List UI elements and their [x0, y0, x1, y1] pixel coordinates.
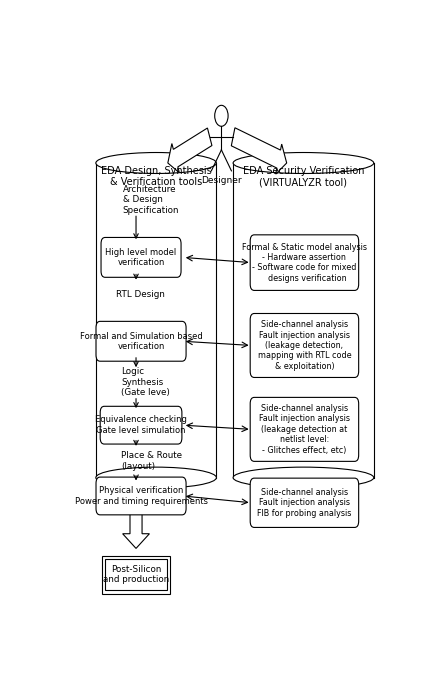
Text: Formal and Simulation based
verification: Formal and Simulation based verification	[79, 332, 203, 351]
Text: EDA Design, Synthesis
& Verification tools: EDA Design, Synthesis & Verification too…	[101, 165, 212, 187]
Ellipse shape	[96, 153, 216, 174]
FancyBboxPatch shape	[96, 477, 186, 515]
FancyBboxPatch shape	[250, 235, 359, 290]
Text: Side-channel analysis
Fault injection analysis
FIB for probing analysis: Side-channel analysis Fault injection an…	[257, 488, 352, 518]
Text: Architecture
& Design
Specification: Architecture & Design Specification	[123, 185, 179, 215]
FancyBboxPatch shape	[101, 238, 181, 277]
Text: Place & Route
(layout): Place & Route (layout)	[121, 451, 182, 471]
FancyBboxPatch shape	[96, 321, 186, 361]
Bar	[102, 556, 170, 594]
Bar	[96, 163, 216, 477]
Polygon shape	[231, 128, 287, 174]
FancyBboxPatch shape	[250, 398, 359, 461]
Text: Designer: Designer	[201, 176, 242, 185]
Ellipse shape	[233, 467, 374, 488]
Text: Post-Silicon
and production: Post-Silicon and production	[103, 565, 169, 584]
Text: High level model
verification: High level model verification	[105, 248, 177, 267]
Text: Equivalence checking
Gate level simulation: Equivalence checking Gate level simulati…	[95, 415, 187, 435]
FancyBboxPatch shape	[250, 313, 359, 377]
FancyBboxPatch shape	[100, 407, 182, 444]
Text: Formal & Static model analysis
- Hardware assertion
- Software code for mixed
  : Formal & Static model analysis - Hardwar…	[242, 242, 367, 283]
Bar	[233, 163, 374, 477]
Text: Logic
Synthesis
(Gate leve): Logic Synthesis (Gate leve)	[121, 367, 170, 397]
FancyBboxPatch shape	[250, 478, 359, 527]
Text: EDA Security Verification
(VIRTUALYZR tool): EDA Security Verification (VIRTUALYZR to…	[243, 165, 364, 187]
Ellipse shape	[96, 467, 216, 488]
Text: RTL Design: RTL Design	[116, 290, 165, 299]
Polygon shape	[123, 509, 149, 548]
Bar	[105, 559, 167, 590]
Text: Side-channel analysis
Fault injection analysis
(leakage detection,
mapping with : Side-channel analysis Fault injection an…	[257, 320, 351, 370]
Text: Side-channel analysis
Fault injection analysis
(leakage detection at
netlist lev: Side-channel analysis Fault injection an…	[259, 404, 350, 455]
Polygon shape	[168, 128, 212, 173]
Ellipse shape	[233, 153, 374, 174]
Text: Physical verification
Power and timing requirements: Physical verification Power and timing r…	[75, 486, 207, 506]
